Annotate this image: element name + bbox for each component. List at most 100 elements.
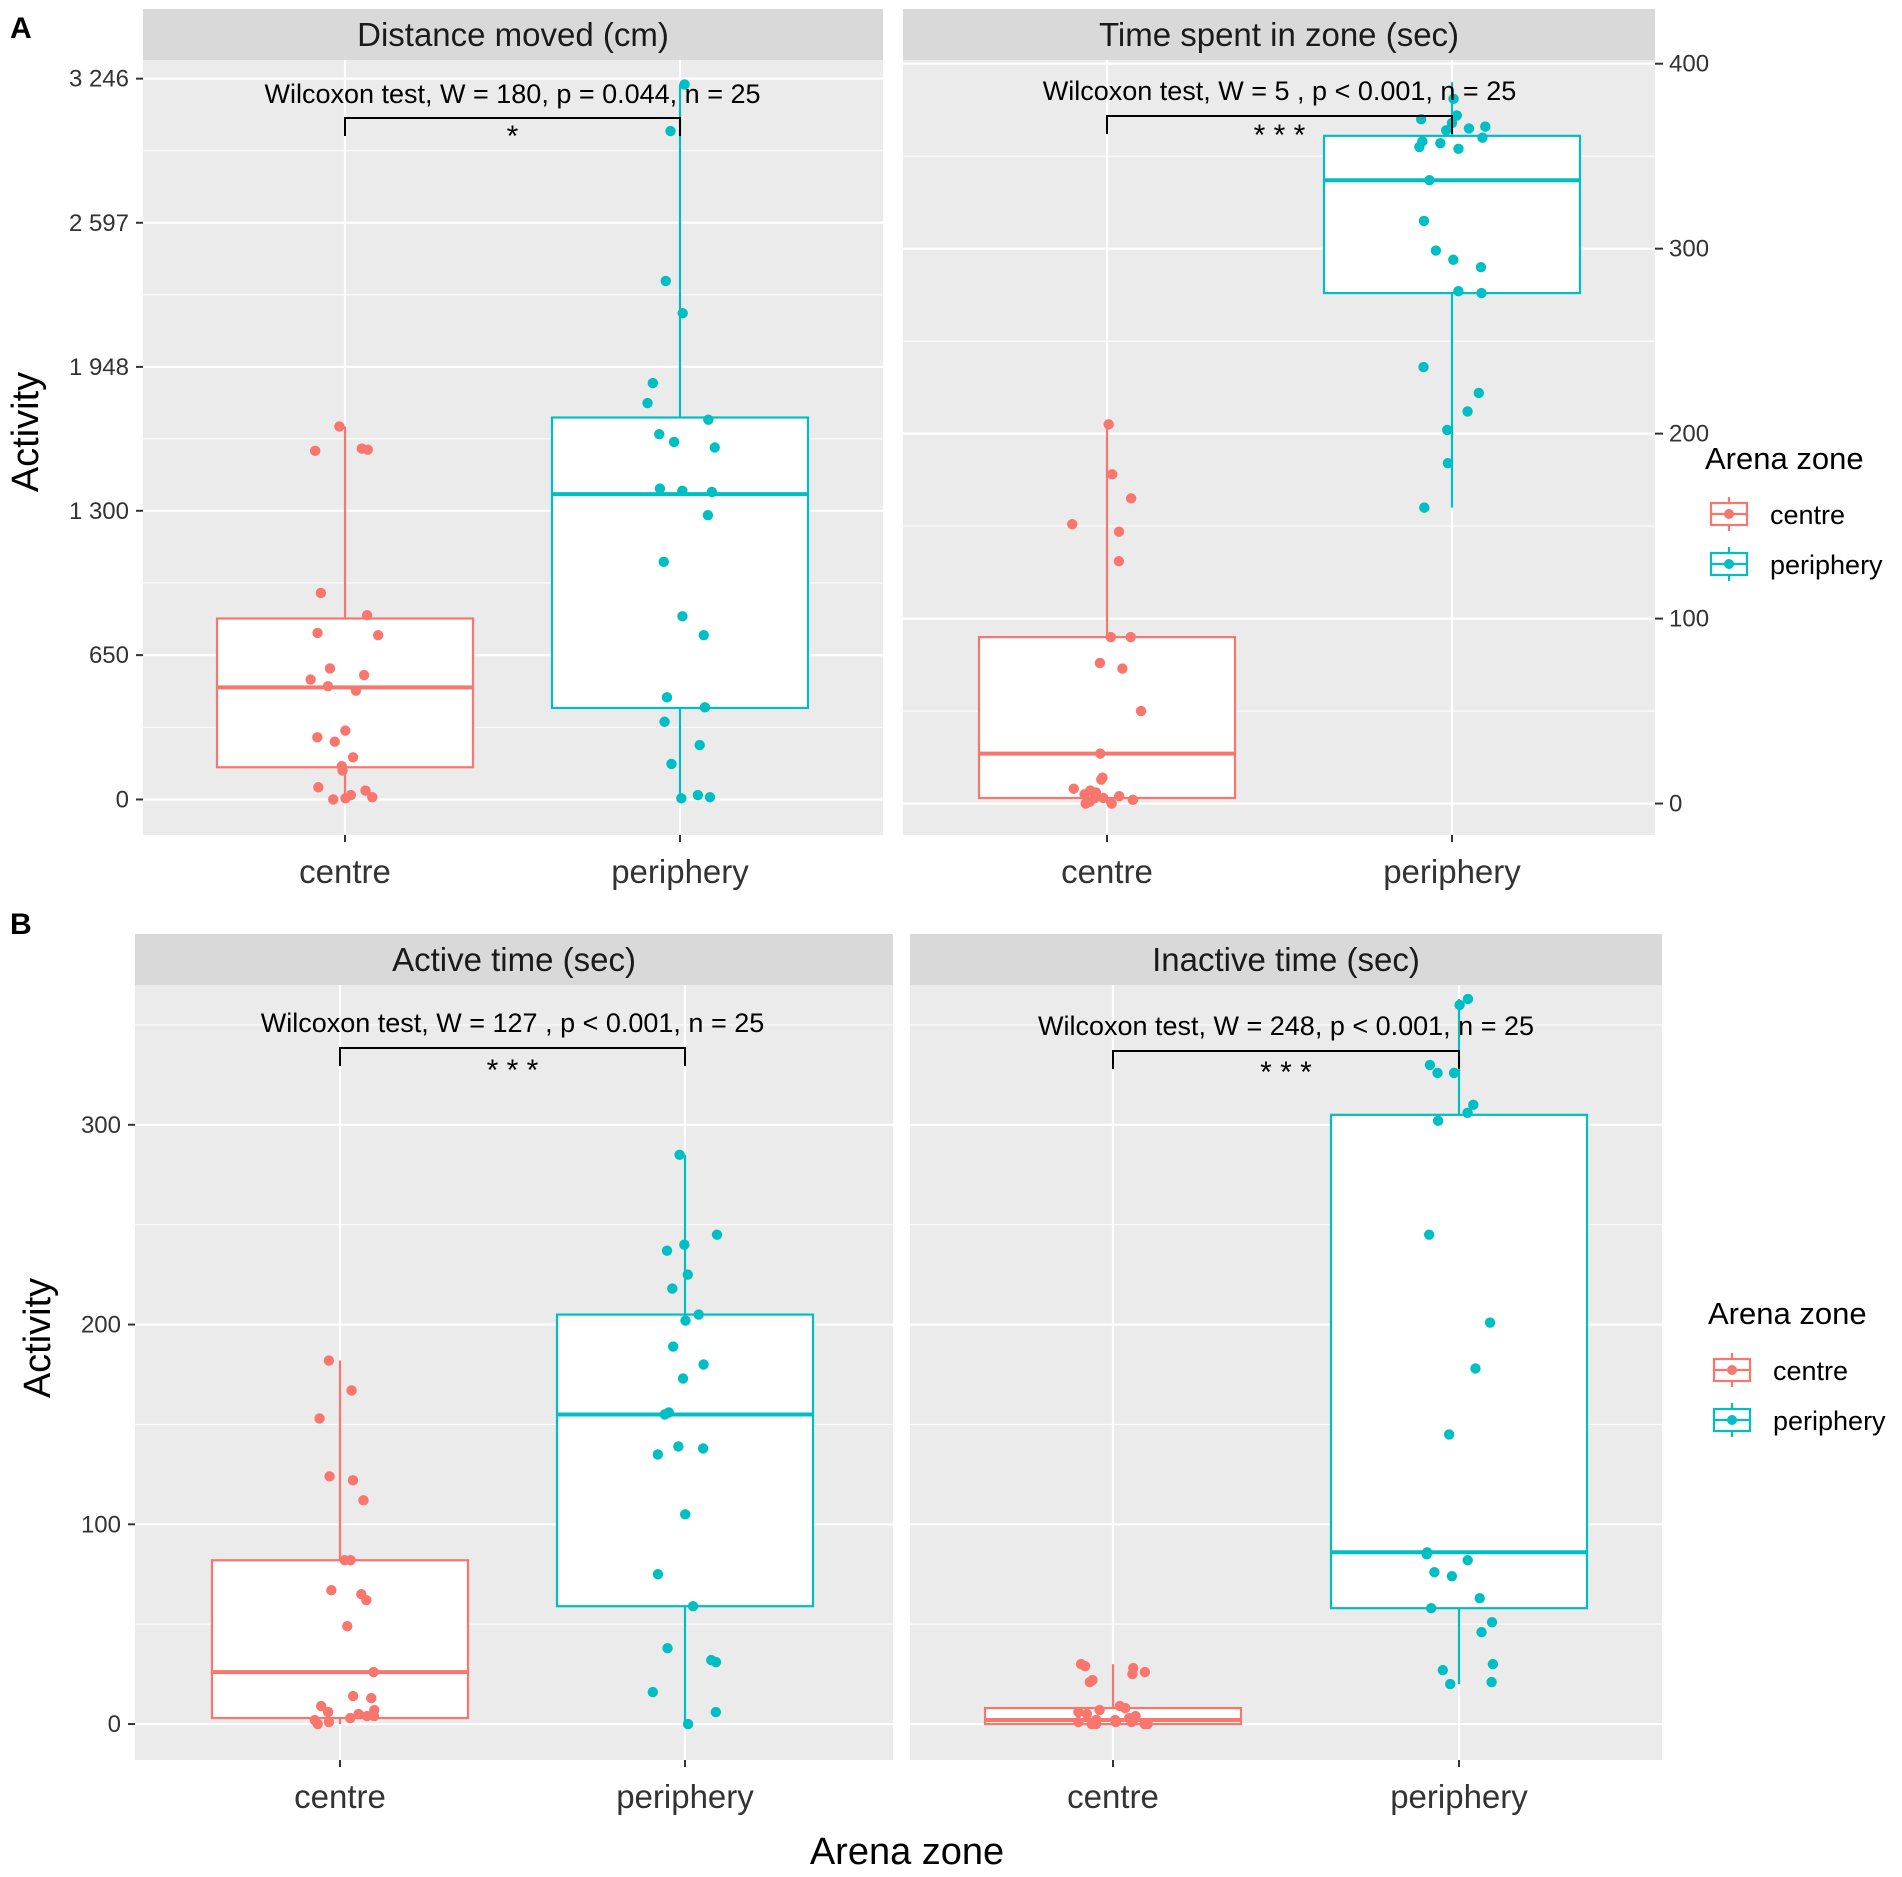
data-point-periphery — [677, 307, 688, 319]
data-point-centre — [347, 1690, 359, 1702]
data-point-periphery — [674, 1149, 685, 1160]
data-point-centre — [1084, 1676, 1095, 1688]
data-point-centre — [313, 782, 324, 793]
data-point-periphery — [676, 793, 687, 804]
y-axis-title-b: Activity — [17, 1278, 59, 1398]
data-point-periphery — [1423, 1229, 1435, 1240]
data-point-periphery — [710, 1656, 722, 1668]
data-point-centre — [322, 681, 334, 692]
data-point-centre — [316, 1700, 327, 1712]
significance-bracket — [1112, 1050, 1460, 1069]
data-point-periphery — [1442, 458, 1454, 469]
data-point-centre — [1106, 798, 1117, 809]
panel-inactive-time: Inactive time (sec) centre periphery Wilcox… — [910, 934, 1662, 1815]
data-point-periphery — [1443, 1429, 1455, 1440]
data-point-centre — [305, 674, 316, 685]
box-iqr — [555, 1313, 815, 1608]
data-point-centre — [1095, 748, 1106, 759]
data-point-periphery — [702, 510, 714, 521]
data-point-centre — [1113, 556, 1125, 567]
data-point-periphery — [1474, 1593, 1485, 1604]
data-point-centre — [1079, 1660, 1091, 1672]
data-point-periphery — [1486, 1616, 1498, 1628]
facet-title: Active time (sec) — [392, 941, 636, 978]
data-point-centre — [362, 444, 373, 455]
box-iqr — [977, 635, 1237, 800]
data-point-centre — [1139, 1666, 1151, 1678]
data-point-periphery — [1453, 286, 1464, 297]
data-point-centre — [1067, 519, 1078, 530]
data-point-periphery — [1480, 121, 1491, 132]
x-tick-label-centre: centre — [1067, 1778, 1159, 1815]
data-point-periphery — [1441, 424, 1453, 436]
data-point-periphery — [1486, 1676, 1497, 1688]
wilcoxon-annotation: Wilcoxon test, W = 248, p < 0.001, n = 2… — [1038, 1011, 1534, 1041]
legend-label-periphery: periphery — [1773, 1406, 1886, 1436]
x-tick-label-periphery: periphery — [611, 853, 749, 890]
data-point-periphery — [667, 1341, 679, 1352]
data-point-periphery — [1451, 110, 1462, 121]
wilcoxon-annotation: Wilcoxon test, W = 127 , p < 0.001, n = … — [261, 1008, 765, 1038]
data-point-periphery — [1454, 999, 1465, 1011]
data-point-periphery — [1418, 361, 1429, 373]
x-tick-label-centre: centre — [299, 853, 391, 890]
legend-top: Arena zone centre periphery — [1705, 441, 1883, 581]
box-iqr — [550, 416, 810, 710]
significance-stars: * * * — [1254, 119, 1306, 152]
data-point-centre — [340, 725, 351, 736]
data-point-centre — [1068, 783, 1079, 794]
facet-strip — [903, 9, 1655, 60]
data-point-centre — [328, 794, 339, 805]
panel-active-time: Active time (sec) 0 100 200 300 centre periphe… — [81, 934, 893, 1815]
legend-key-centre — [1712, 1353, 1752, 1387]
data-point-periphery — [1425, 1602, 1437, 1614]
data-point-periphery — [647, 1686, 658, 1698]
data-point-periphery — [654, 483, 666, 494]
data-point-periphery — [694, 739, 705, 751]
data-point-centre — [322, 1706, 334, 1718]
data-point-centre — [347, 1475, 359, 1486]
y-tick-label: 300 — [81, 1112, 121, 1139]
x-tick-label-centre: centre — [294, 1778, 386, 1815]
significance-stars: * * * — [487, 1054, 539, 1087]
data-point-centre — [372, 629, 384, 641]
box-periphery — [1329, 998, 1589, 1685]
data-point-periphery — [1477, 132, 1488, 143]
data-point-periphery — [709, 442, 720, 453]
data-point-periphery — [706, 486, 718, 498]
data-point-centre — [1073, 1716, 1084, 1728]
box-centre — [215, 426, 475, 800]
data-point-periphery — [1424, 175, 1435, 186]
data-point-centre — [1113, 790, 1125, 802]
box-iqr — [215, 617, 475, 769]
data-point-periphery — [1445, 1678, 1456, 1690]
data-point-centre — [358, 1495, 369, 1506]
data-point-centre — [1127, 794, 1139, 806]
data-point-centre — [334, 421, 345, 432]
data-point-periphery — [692, 789, 704, 801]
facet-title: Inactive time (sec) — [1152, 941, 1420, 978]
data-point-periphery — [1487, 1658, 1499, 1670]
y-tick-label: 400 — [1669, 51, 1709, 78]
data-point-centre — [1103, 419, 1114, 430]
data-point-periphery — [682, 1718, 694, 1730]
facet-title: Distance moved (cm) — [357, 16, 669, 53]
significance-stars: * — [507, 120, 519, 153]
data-point-centre — [361, 609, 373, 621]
data-point-periphery — [711, 1229, 723, 1240]
data-point-periphery — [699, 702, 711, 713]
significance-stars: * * * — [1260, 1056, 1312, 1089]
data-point-periphery — [1421, 1549, 1432, 1560]
data-point-centre — [1096, 774, 1107, 785]
data-point-periphery — [1429, 1567, 1440, 1578]
data-point-periphery — [658, 556, 669, 568]
y-tick-label: 0 — [108, 1711, 121, 1738]
data-point-periphery — [677, 485, 688, 497]
data-point-periphery — [704, 792, 716, 803]
data-point-periphery — [661, 692, 673, 703]
legend-label-centre: centre — [1773, 1356, 1848, 1386]
legend-bottom: Arena zone centre periphery — [1708, 1296, 1886, 1437]
legend-key-centre — [1709, 497, 1749, 531]
data-point-periphery — [1462, 1555, 1473, 1566]
